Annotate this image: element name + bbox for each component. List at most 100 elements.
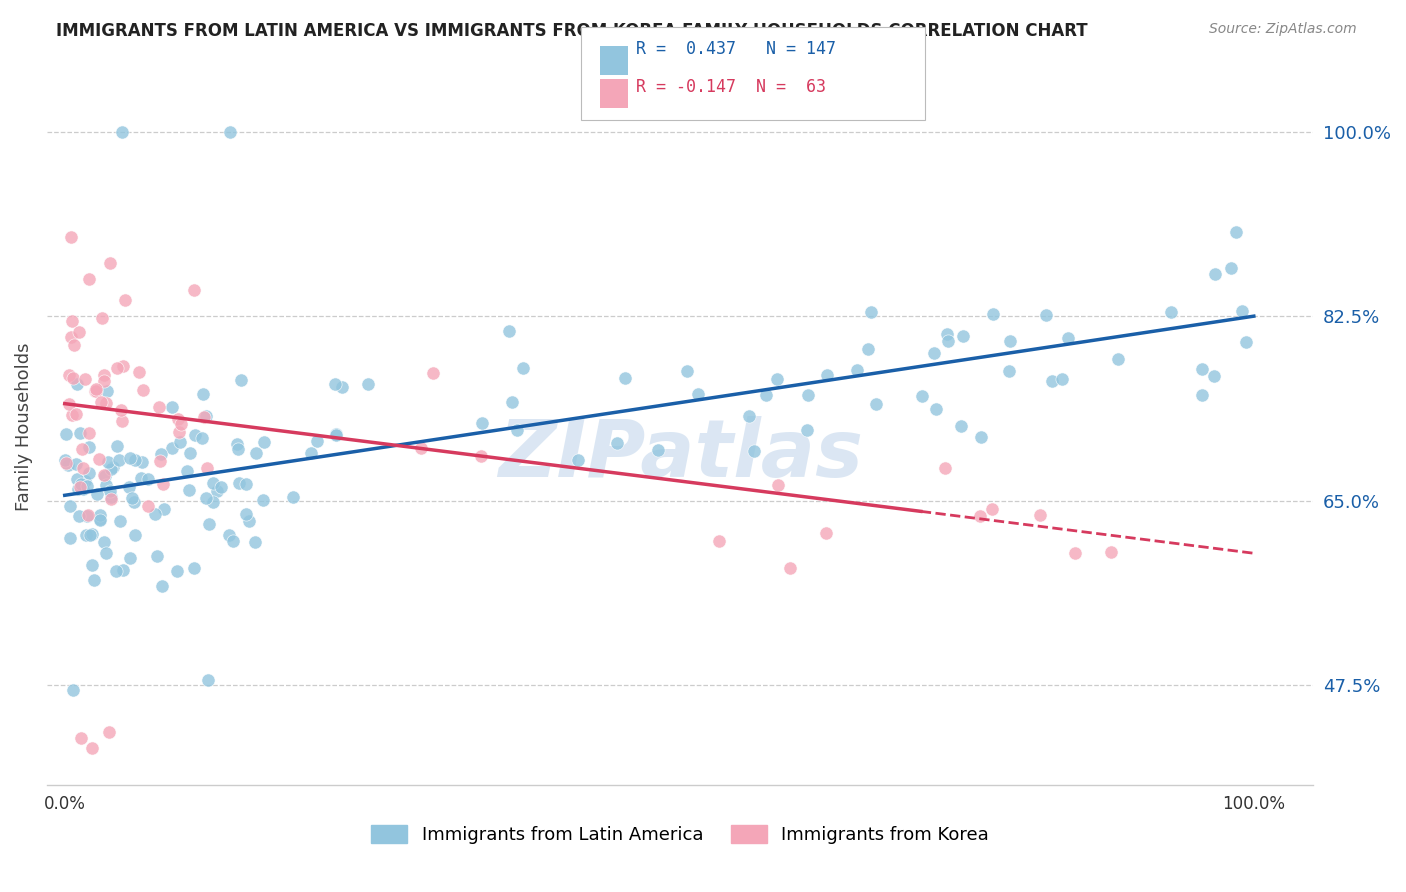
Point <box>1230 303 1253 318</box>
Point <box>1029 508 1052 522</box>
Point <box>235 507 257 521</box>
Point <box>93 469 115 483</box>
Point <box>148 400 170 414</box>
Point <box>865 397 887 411</box>
Point <box>411 442 433 456</box>
Point <box>225 436 247 450</box>
Point <box>325 428 347 442</box>
Point <box>124 528 146 542</box>
Point <box>606 436 628 450</box>
Point <box>998 364 1021 378</box>
Point <box>77 272 100 286</box>
Point <box>70 442 93 456</box>
Point <box>58 458 80 472</box>
Point <box>934 460 956 475</box>
Point <box>221 534 243 549</box>
Point <box>198 516 221 531</box>
Point <box>76 479 98 493</box>
Point <box>755 387 778 401</box>
Text: R =  0.437   N = 147: R = 0.437 N = 147 <box>636 40 835 58</box>
Point <box>93 467 115 482</box>
Point <box>1191 388 1213 402</box>
Point <box>128 365 150 379</box>
Point <box>169 435 191 450</box>
Point <box>202 495 225 509</box>
Point <box>67 508 90 523</box>
Point <box>243 535 266 549</box>
Point <box>111 125 134 139</box>
Point <box>226 442 249 456</box>
Point <box>209 480 232 494</box>
Point <box>73 372 96 386</box>
Point <box>160 441 183 455</box>
Point <box>470 449 492 463</box>
Point <box>75 527 97 541</box>
Point <box>766 478 789 492</box>
Point <box>89 512 111 526</box>
Point <box>676 364 699 378</box>
Point <box>195 460 218 475</box>
Point <box>998 334 1021 348</box>
Point <box>252 493 274 508</box>
Point <box>100 490 122 504</box>
Point <box>111 359 134 373</box>
Point <box>796 423 818 437</box>
Point <box>75 474 97 488</box>
Point <box>98 484 121 499</box>
Point <box>87 452 110 467</box>
Point <box>129 470 152 484</box>
Point <box>69 480 91 494</box>
Point <box>97 455 120 469</box>
Point <box>120 451 142 466</box>
Point <box>101 459 124 474</box>
Point <box>160 401 183 415</box>
Point <box>911 388 934 402</box>
Point <box>67 325 90 339</box>
Point <box>55 427 77 442</box>
Point <box>179 445 201 459</box>
Point <box>66 483 89 497</box>
Point <box>738 409 761 423</box>
Point <box>121 491 143 505</box>
Y-axis label: Family Households: Family Households <box>15 343 32 511</box>
Point <box>118 551 141 566</box>
Point <box>1040 374 1063 388</box>
Point <box>83 573 105 587</box>
Point <box>62 683 84 698</box>
Point <box>845 363 868 377</box>
Point <box>53 453 76 467</box>
Point <box>72 460 94 475</box>
Point <box>1191 361 1213 376</box>
Point <box>647 442 669 457</box>
Point <box>96 384 118 398</box>
Point <box>860 305 883 319</box>
Point <box>357 376 380 391</box>
Point <box>194 409 217 423</box>
Point <box>856 343 879 357</box>
Point <box>118 480 141 494</box>
Point <box>949 419 972 434</box>
Point <box>218 528 240 542</box>
Point <box>1050 372 1073 386</box>
Legend: Immigrants from Latin America, Immigrants from Korea: Immigrants from Latin America, Immigrant… <box>371 825 988 844</box>
Point <box>179 483 201 497</box>
Point <box>100 462 122 476</box>
Point <box>65 457 87 471</box>
Point <box>84 382 107 396</box>
Point <box>108 453 131 467</box>
Point <box>94 395 117 409</box>
Point <box>817 368 839 383</box>
Point <box>202 476 225 491</box>
Point <box>299 446 322 460</box>
Point <box>143 507 166 521</box>
Point <box>93 368 115 382</box>
Point <box>124 452 146 467</box>
Point <box>952 329 974 343</box>
Point <box>166 564 188 578</box>
Point <box>183 561 205 575</box>
Point <box>1234 335 1257 350</box>
Point <box>281 490 304 504</box>
Point <box>107 361 129 376</box>
Point <box>90 395 112 409</box>
Point <box>93 374 115 388</box>
